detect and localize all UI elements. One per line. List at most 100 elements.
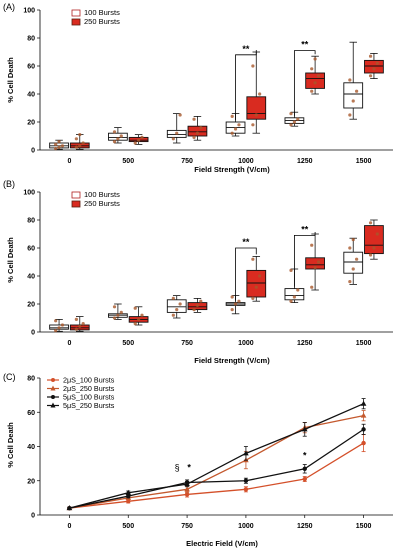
data-point-a bbox=[78, 144, 82, 148]
data-point-a bbox=[310, 89, 314, 93]
data-point-a bbox=[171, 137, 175, 141]
data-point-b bbox=[348, 280, 352, 284]
data-point-b bbox=[348, 246, 352, 250]
data-point-b bbox=[178, 302, 182, 306]
data-point-a bbox=[230, 114, 234, 118]
y-tick-label-a: 0 bbox=[31, 148, 35, 155]
data-point-b bbox=[296, 288, 300, 292]
data-point-b bbox=[116, 313, 120, 317]
data-point-a bbox=[175, 131, 179, 135]
data-point-b bbox=[251, 257, 255, 261]
x-tick-label-a: 0 bbox=[67, 158, 71, 165]
panel-b: (B) % Cell Death Field Strength (V/cm) 1… bbox=[3, 179, 393, 365]
x-tick-label-a: 1000 bbox=[238, 158, 254, 165]
data-point-b bbox=[171, 313, 175, 317]
data-point-b bbox=[54, 319, 58, 323]
data-point-a bbox=[313, 81, 317, 85]
data-point-a bbox=[348, 78, 352, 82]
y-axis-label-c: % Cell Death bbox=[6, 422, 15, 468]
data-point-a bbox=[74, 137, 78, 141]
series-line-c bbox=[69, 428, 364, 509]
series-line-c bbox=[69, 442, 364, 509]
significance-bracket-b bbox=[293, 232, 316, 287]
y-axis-label-b: % Cell Death bbox=[6, 237, 15, 283]
y-tick-label-a: 80 bbox=[27, 36, 35, 43]
y-tick-label-b: 0 bbox=[31, 330, 35, 337]
series-marker-c bbox=[125, 489, 132, 495]
data-point-a bbox=[254, 113, 258, 117]
data-point-a bbox=[57, 145, 61, 149]
x-tick-label-b: 1000 bbox=[238, 340, 254, 347]
legend-swatch-a bbox=[71, 9, 81, 17]
y-tick-label-a: 40 bbox=[27, 92, 35, 99]
significance-bracket-a bbox=[293, 50, 316, 116]
data-point-a bbox=[192, 135, 196, 139]
data-point-b bbox=[78, 324, 82, 328]
y-tick-label-c: 80 bbox=[27, 376, 35, 383]
data-point-a bbox=[199, 126, 203, 130]
data-point-b bbox=[310, 285, 314, 289]
significance-bracket-a bbox=[235, 50, 257, 120]
y-tick-label-c: 40 bbox=[27, 444, 35, 451]
legend-label-a: 250 Bursts bbox=[84, 17, 120, 26]
data-point-a bbox=[310, 67, 314, 71]
panel-c: (C) % Cell Death Electric Field (V/cm) 2… bbox=[3, 372, 393, 548]
series-marker-c bbox=[302, 476, 307, 482]
data-point-a bbox=[258, 92, 262, 96]
data-point-a bbox=[78, 133, 82, 137]
data-point-b bbox=[54, 329, 58, 333]
data-point-a bbox=[368, 74, 373, 78]
data-point-b bbox=[81, 322, 85, 326]
legend-label-a: 100 Bursts bbox=[84, 8, 120, 17]
data-point-a bbox=[289, 112, 293, 116]
data-point-a bbox=[372, 67, 376, 71]
data-point-a bbox=[137, 138, 141, 142]
data-point-a bbox=[133, 141, 137, 145]
data-point-b bbox=[57, 326, 61, 330]
data-point-a bbox=[296, 117, 300, 121]
data-point-a bbox=[251, 123, 255, 127]
data-point-a bbox=[60, 144, 65, 148]
series-marker-c bbox=[360, 412, 367, 418]
y-tick-label-b: 80 bbox=[27, 218, 35, 225]
data-point-b bbox=[313, 266, 317, 270]
legend-label-c: 2μS_250 Bursts bbox=[63, 384, 115, 393]
data-point-a bbox=[112, 130, 117, 134]
box-a bbox=[305, 72, 325, 89]
data-point-b bbox=[368, 221, 373, 225]
data-point-a bbox=[112, 140, 117, 144]
series-marker-c bbox=[126, 499, 131, 504]
data-point-b bbox=[175, 308, 179, 312]
x-tick-label-c: 1000 bbox=[238, 523, 254, 530]
data-point-b bbox=[254, 285, 258, 289]
data-point-b bbox=[171, 296, 175, 300]
legend-label-c: 2μS_100 Bursts bbox=[63, 376, 115, 385]
y-tick-label-c: 0 bbox=[31, 513, 35, 520]
data-point-b bbox=[74, 327, 78, 331]
x-tick-label-a: 1250 bbox=[297, 158, 313, 165]
x-tick-label-c: 1500 bbox=[356, 523, 372, 530]
x-tick-label-b: 1500 bbox=[356, 340, 372, 347]
x-tick-label-a: 1500 bbox=[356, 158, 372, 165]
data-point-b bbox=[251, 296, 255, 300]
legend-marker-c bbox=[50, 385, 56, 391]
series-marker-c bbox=[243, 487, 249, 492]
data-point-b bbox=[237, 299, 241, 303]
x-tick-label-a: 500 bbox=[122, 158, 134, 165]
data-point-a bbox=[81, 141, 85, 145]
data-point-a bbox=[368, 54, 373, 58]
y-tick-label-c: 60 bbox=[27, 410, 35, 417]
series-marker-c bbox=[301, 426, 308, 432]
series-marker-c bbox=[243, 478, 249, 483]
series-marker-c bbox=[361, 440, 366, 446]
series-marker-c bbox=[184, 481, 190, 487]
data-point-b bbox=[289, 299, 293, 303]
y-tick-label-b: 100 bbox=[23, 190, 35, 197]
box-b bbox=[364, 225, 384, 255]
legend-marker-c bbox=[51, 378, 55, 382]
y-axis-label-a: % Cell Death bbox=[6, 57, 15, 103]
data-point-b bbox=[230, 295, 234, 299]
data-point-a bbox=[116, 137, 120, 141]
series-line-c bbox=[69, 403, 364, 509]
data-point-a bbox=[57, 140, 61, 144]
